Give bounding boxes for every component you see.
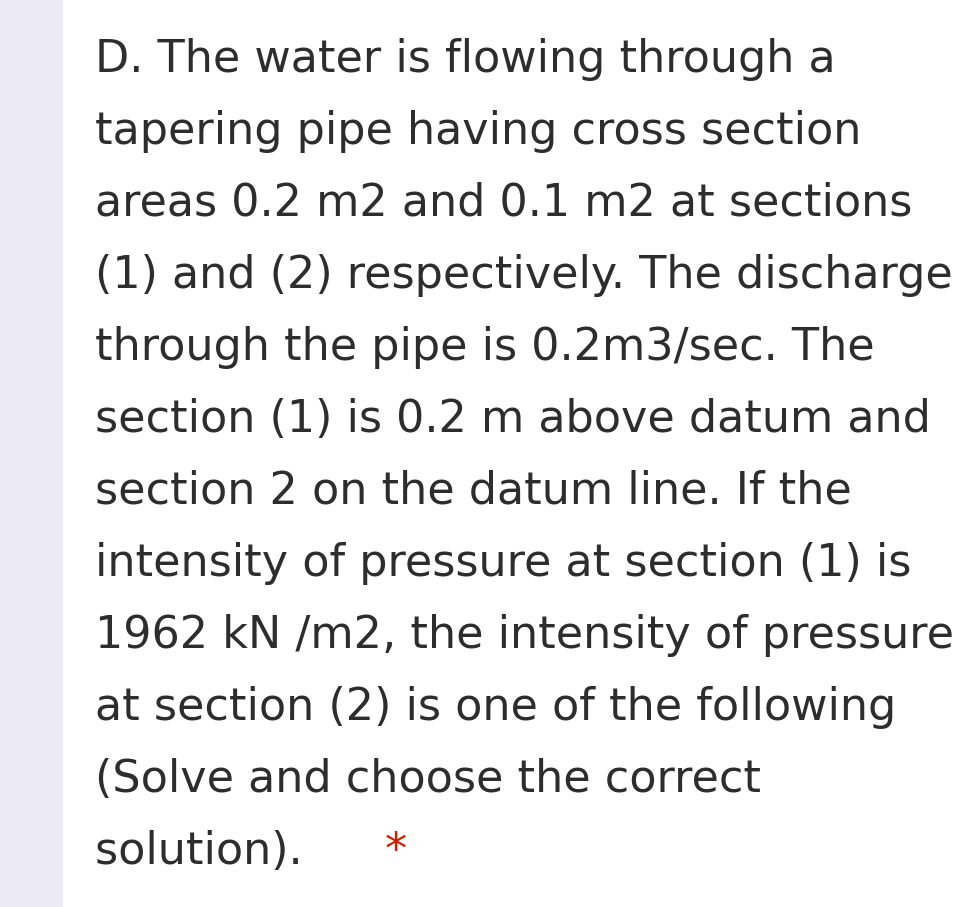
Text: solution).: solution). bbox=[95, 830, 317, 873]
Text: section (1) is 0.2 m above datum and: section (1) is 0.2 m above datum and bbox=[95, 398, 930, 441]
Text: areas 0.2 m2 and 0.1 m2 at sections: areas 0.2 m2 and 0.1 m2 at sections bbox=[95, 182, 912, 225]
Text: section 2 on the datum line. If the: section 2 on the datum line. If the bbox=[95, 470, 851, 513]
Text: 1962 kN /m2, the intensity of pressure: 1962 kN /m2, the intensity of pressure bbox=[95, 614, 953, 657]
Text: (1) and (2) respectively. The discharge: (1) and (2) respectively. The discharge bbox=[95, 254, 952, 297]
Text: through the pipe is 0.2m3/sec. The: through the pipe is 0.2m3/sec. The bbox=[95, 326, 874, 369]
Bar bbox=[0, 0, 62, 907]
Text: D. The water is flowing through a: D. The water is flowing through a bbox=[95, 38, 834, 81]
Text: tapering pipe having cross section: tapering pipe having cross section bbox=[95, 110, 860, 153]
Text: at section (2) is one of the following: at section (2) is one of the following bbox=[95, 686, 895, 729]
Text: *: * bbox=[385, 830, 407, 873]
Text: (Solve and choose the correct: (Solve and choose the correct bbox=[95, 758, 761, 801]
Text: intensity of pressure at section (1) is: intensity of pressure at section (1) is bbox=[95, 542, 911, 585]
